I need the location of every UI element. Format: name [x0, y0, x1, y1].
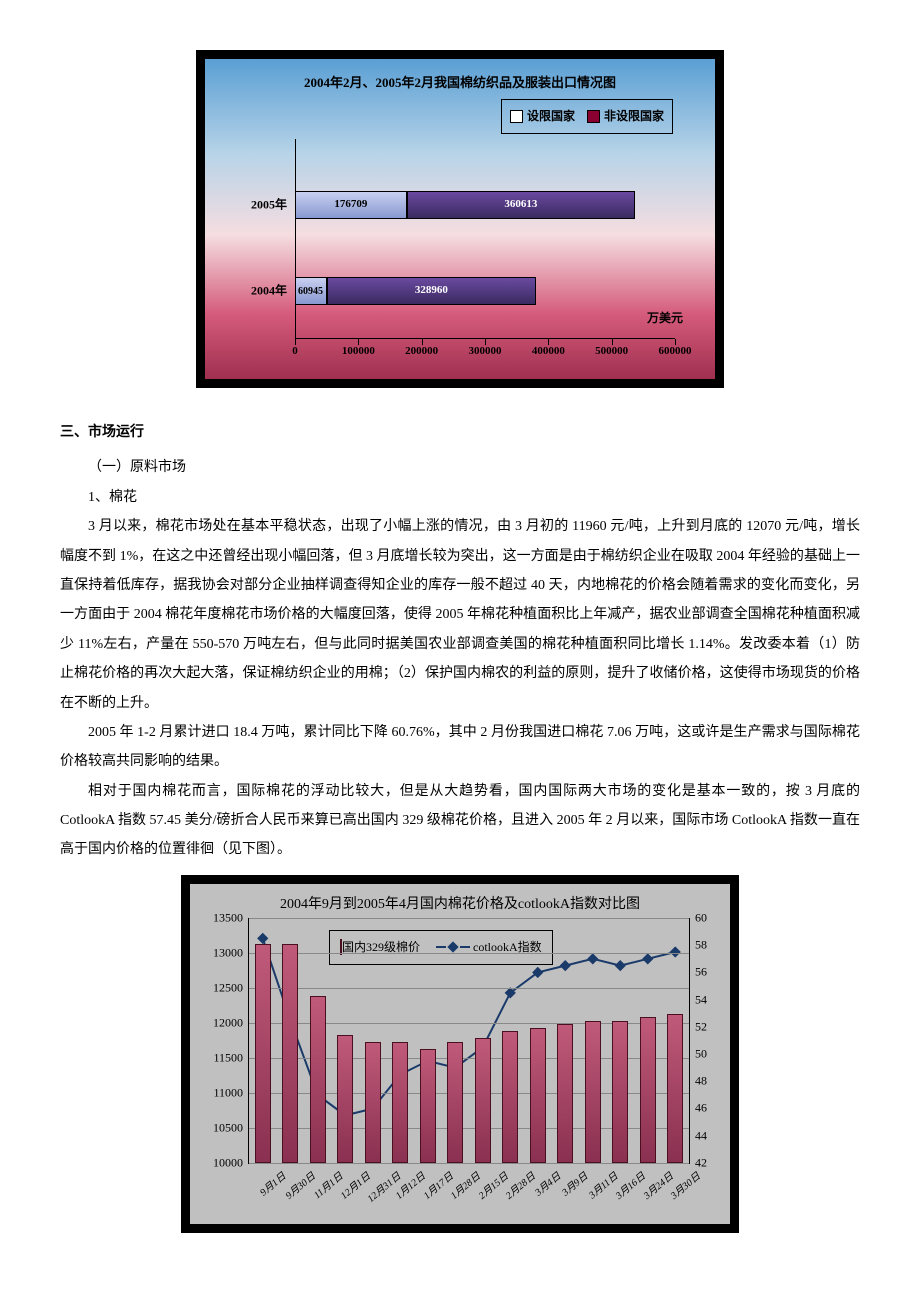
ylabel-2004: 2004年	[237, 278, 287, 303]
bar-2005-unrestricted-value: 360613	[504, 193, 537, 216]
bar-2004-unrestricted: 328960	[327, 277, 535, 305]
chart2-outer: 2004年9月到2005年4月国内棉花价格及cotlookA指数对比图 国内32…	[181, 875, 739, 1233]
bar-2005-unrestricted: 360613	[407, 191, 635, 219]
subsection-raw-materials: （一）原料市场	[60, 453, 860, 482]
y-axis	[295, 139, 296, 339]
bar-2004-unrestricted-value: 328960	[415, 279, 448, 302]
swatch-restricted	[510, 110, 523, 123]
chart1-title: 2004年2月、2005年2月我国棉纺织品及服装出口情况图	[205, 59, 715, 96]
chart1-plot: 2004年2月、2005年2月我国棉纺织品及服装出口情况图 设限国家 非设限国家…	[205, 59, 715, 379]
export-chart-container: 2004年2月、2005年2月我国棉纺织品及服装出口情况图 设限国家 非设限国家…	[60, 50, 860, 388]
chart2-plot: 2004年9月到2005年4月国内棉花价格及cotlookA指数对比图 国内32…	[190, 884, 730, 1224]
bar-2004-restricted-value: 60945	[298, 281, 323, 302]
bar-2004-restricted: 60945	[295, 277, 327, 305]
chart1-axes: 2005年 2004年 176709 360613 60945 328960 万…	[295, 139, 675, 339]
swatch-unrestricted	[587, 110, 600, 123]
para-3: 相对于国内棉花而言，国际棉花的浮动比较大，但是从大趋势看，国内国际两大市场的变化…	[60, 777, 860, 865]
legend-restricted: 设限国家	[510, 104, 575, 129]
subsection-cotton: 1、棉花	[60, 483, 860, 512]
bar-2005-restricted-value: 176709	[334, 193, 367, 216]
section-heading-market: 三、市场运行	[60, 418, 860, 447]
chart1-legend: 设限国家 非设限国家	[501, 99, 673, 134]
chart1-outer: 2004年2月、2005年2月我国棉纺织品及服装出口情况图 设限国家 非设限国家…	[196, 50, 724, 388]
legend-unrestricted-label: 非设限国家	[604, 104, 664, 129]
chart1-unit: 万美元	[647, 306, 683, 331]
para-2: 2005 年 1-2 月累计进口 18.4 万吨，累计同比下降 60.76%，其…	[60, 718, 860, 777]
legend-restricted-label: 设限国家	[527, 104, 575, 129]
legend-unrestricted: 非设限国家	[587, 104, 664, 129]
ylabel-2005: 2005年	[237, 192, 287, 217]
chart2-axes: 国内329级棉价 cotlookA指数 10000105001100011500…	[248, 918, 690, 1164]
bar-2005-restricted: 176709	[295, 191, 407, 219]
cotton-price-chart-container: 2004年9月到2005年4月国内棉花价格及cotlookA指数对比图 国内32…	[60, 875, 860, 1233]
para-1: 3 月以来，棉花市场处在基本平稳状态，出现了小幅上涨的情况，由 3 月初的 11…	[60, 512, 860, 718]
chart2-title: 2004年9月到2005年4月国内棉花价格及cotlookA指数对比图	[190, 884, 730, 919]
